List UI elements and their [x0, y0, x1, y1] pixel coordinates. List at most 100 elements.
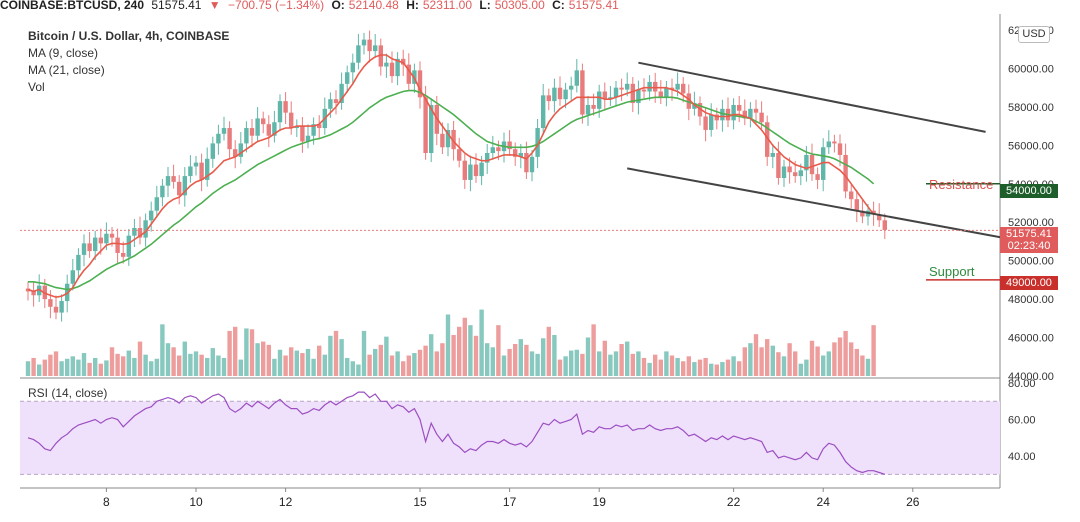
candle-body: [507, 141, 512, 150]
candle-body: [221, 128, 227, 134]
price-tick-label: 60000.00: [1008, 63, 1054, 75]
legend-ma21[interactable]: MA (21, close): [28, 63, 105, 77]
volume-bar: [821, 355, 826, 376]
candle-body: [59, 301, 64, 313]
candle-body: [328, 99, 333, 109]
volume-bar: [770, 345, 775, 376]
candle-body: [188, 166, 193, 177]
volume-bar: [669, 355, 675, 376]
candle-body: [479, 162, 484, 177]
volume-bar: [703, 357, 708, 376]
legend-ma9[interactable]: MA (9, close): [28, 46, 99, 60]
volume-bar: [361, 330, 367, 376]
candle-body: [765, 122, 770, 157]
volume-bar: [199, 354, 204, 376]
candle-body: [877, 214, 882, 221]
candle-body: [546, 95, 551, 102]
candle-body: [636, 89, 641, 104]
volume-bar: [412, 353, 417, 376]
resistance-price-tag: 54000.00: [1000, 184, 1058, 198]
volume-bar: [641, 357, 647, 376]
candle-body: [333, 99, 339, 104]
volume-bar: [759, 347, 764, 376]
volume-bar: [37, 364, 42, 376]
volume-bar: [798, 363, 803, 376]
candle-body: [249, 128, 255, 136]
candle-body: [485, 153, 490, 163]
volume-bar: [865, 358, 871, 376]
volume-bar: [619, 344, 624, 376]
volume-bar: [356, 364, 361, 376]
candle-body: [843, 154, 848, 192]
volume-bar: [216, 355, 221, 376]
candle-body: [137, 227, 143, 238]
candle-body: [608, 97, 613, 100]
volume-bar: [720, 362, 725, 376]
volume-bar: [182, 341, 187, 376]
volume-bar: [249, 329, 255, 376]
volume-bar: [860, 355, 865, 376]
candle-body: [720, 108, 725, 121]
last-price: 51575.41: [151, 0, 202, 12]
volume-bar: [305, 348, 311, 376]
high-label: H:: [406, 0, 419, 12]
date-label: 24: [817, 495, 831, 509]
date-label: 17: [503, 495, 517, 509]
volume-bar: [289, 347, 294, 376]
candle-body: [389, 62, 395, 77]
legend-vol[interactable]: Vol: [28, 80, 45, 94]
date-label: 12: [279, 495, 293, 509]
candle-body: [255, 118, 260, 136]
candle-body: [266, 124, 271, 136]
candle-body: [244, 128, 249, 144]
candle-body: [210, 143, 215, 159]
close-label: C:: [552, 0, 565, 12]
volume-bar: [580, 353, 585, 376]
chart-legend: Bitcoin / U.S. Dollar, 4h, COINBASE MA (…: [28, 28, 229, 96]
candle-body: [462, 160, 467, 180]
volume-bar: [714, 364, 719, 376]
candle-body: [837, 143, 843, 155]
volume-bar: [541, 338, 546, 376]
rsi-legend[interactable]: RSI (14, close): [28, 386, 108, 400]
candle-body: [445, 129, 451, 148]
candle-body: [804, 154, 809, 171]
volume-bar: [524, 344, 529, 376]
volume-bar: [569, 350, 574, 376]
volume-bar: [384, 336, 389, 376]
candle-body: [742, 110, 747, 119]
low-value: 50305.00: [494, 0, 545, 12]
volume-bar: [25, 361, 31, 376]
volume-bar: [826, 351, 831, 376]
high-value: 52311.00: [422, 0, 473, 12]
volume-bar: [165, 343, 171, 376]
candle-body: [658, 91, 663, 98]
candle-body: [104, 233, 109, 244]
candle-body: [552, 87, 557, 102]
candle-body: [457, 149, 462, 161]
rsi-line: [27, 391, 885, 475]
volume-bar: [496, 325, 501, 376]
candle-body: [563, 89, 568, 100]
candle-body: [473, 164, 479, 177]
rsi-tick-label: 40.00: [1008, 451, 1036, 463]
candle-body: [406, 64, 411, 84]
volume-bar: [742, 347, 747, 376]
current-price-value: 51575.41: [1006, 228, 1052, 240]
support-label: Support: [929, 264, 975, 279]
candle-body: [171, 176, 176, 182]
candle-body: [860, 210, 865, 217]
candle-body: [787, 166, 792, 173]
open-value: 52140.48: [348, 0, 399, 12]
candle-body: [451, 129, 456, 150]
volume-bar: [193, 351, 199, 376]
volume-bar: [737, 361, 742, 376]
currency-button[interactable]: USD: [1018, 26, 1050, 43]
volume-bar: [210, 348, 215, 376]
volume-bar: [255, 343, 260, 376]
volume-bar: [115, 353, 120, 376]
candle-body: [809, 154, 815, 175]
volume-bar: [462, 317, 467, 376]
volume-bar: [417, 349, 423, 376]
